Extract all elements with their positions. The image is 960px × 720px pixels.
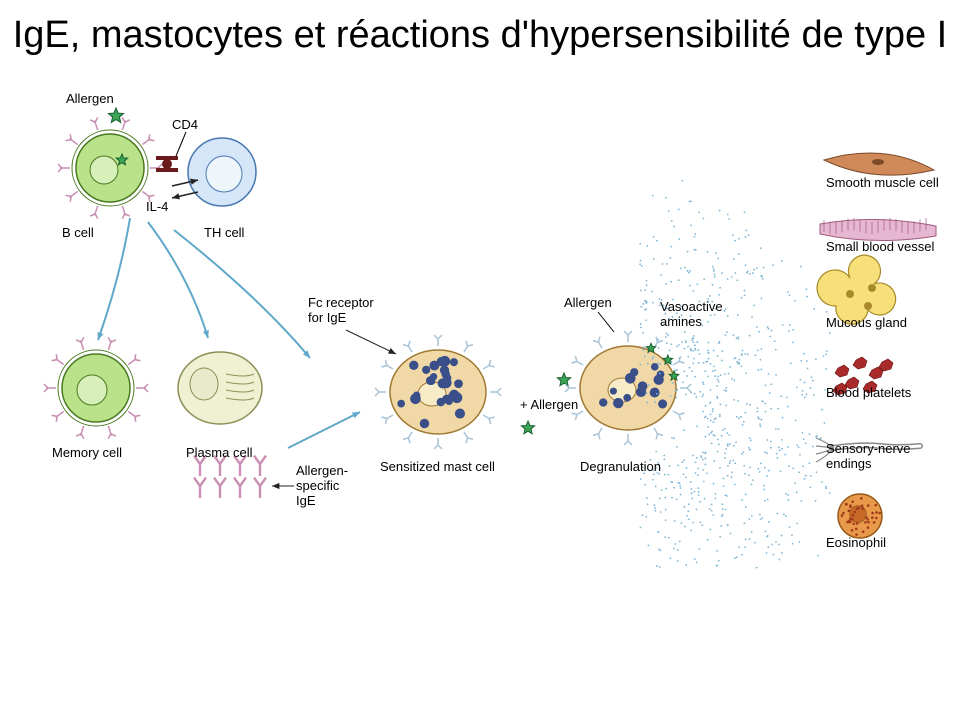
label-plasma: Plasma cell (186, 446, 252, 461)
label-mucous-gland: Mucous gland (826, 316, 907, 331)
label-eosinophil: Eosinophil (826, 536, 886, 551)
label-degranulation: Degranulation (580, 460, 661, 475)
label-memory: Memory cell (52, 446, 122, 461)
label-allergen-specific-ige: Allergen- specific IgE (296, 464, 348, 509)
page-title: IgE, mastocytes et réactions d'hypersens… (0, 0, 960, 58)
label-smooth-muscle: Smooth muscle cell (826, 176, 939, 191)
label-nerve-endings: Sensory-nerve endings (826, 442, 911, 472)
label-bcell: B cell (62, 226, 94, 241)
label-il4: IL-4 (146, 200, 168, 215)
label-allergen-top: Allergen (66, 92, 114, 107)
diagram-stage: Allergen CD4 IL-4 B cell TH cell Memory … (0, 68, 960, 628)
label-small-vessel: Small blood vessel (826, 240, 934, 255)
label-vasoactive-amines: Vasoactive amines (660, 300, 723, 330)
label-platelets: Blood platelets (826, 386, 911, 401)
label-allergen-mast: Allergen (564, 296, 612, 311)
diagram-svg (0, 68, 960, 628)
label-cd4: CD4 (172, 118, 198, 133)
label-fc-receptor: Fc receptor for IgE (308, 296, 374, 326)
label-thcell: TH cell (204, 226, 244, 241)
label-plus-allergen: + Allergen (520, 398, 578, 413)
label-sensitized-mast: Sensitized mast cell (380, 460, 495, 475)
